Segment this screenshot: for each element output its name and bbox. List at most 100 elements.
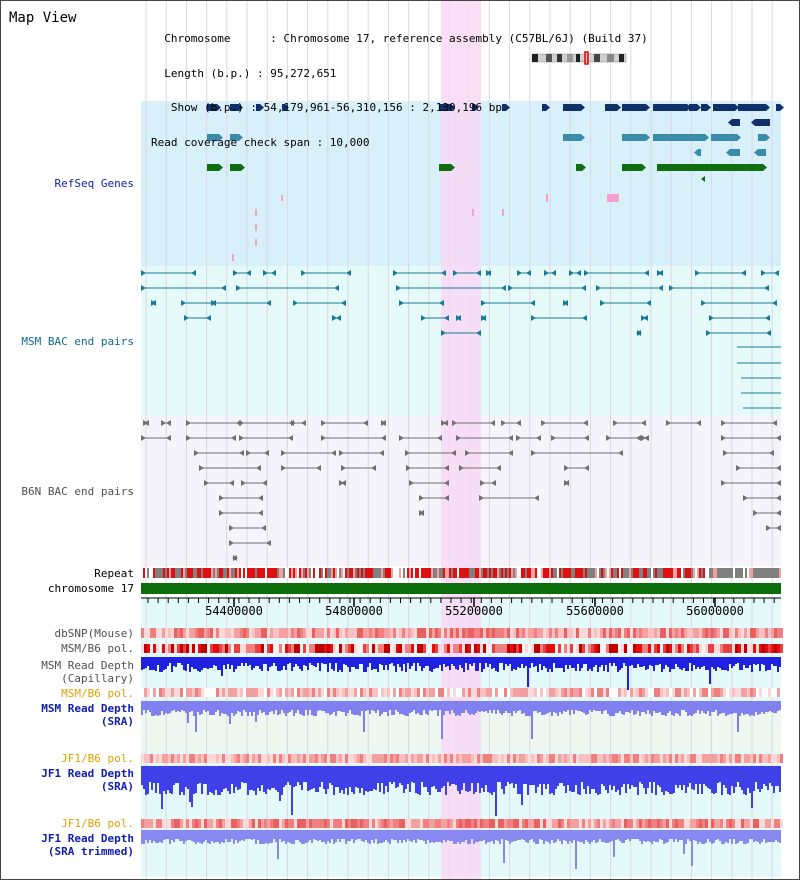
msm-sra-depth-bar (429, 701, 431, 710)
jf1-sra-depth-bar (765, 766, 767, 786)
jf1-b6-pol2-cell (756, 819, 759, 828)
repeat-segment (351, 568, 353, 578)
repeat-segment (609, 568, 611, 578)
jf1-trimmed-depth-bar (555, 830, 557, 842)
msm-b6-pol-cell (357, 644, 360, 653)
msm-b6-pol2-cell (648, 688, 651, 697)
jf1-trimmed-depth-bar (521, 830, 523, 839)
msm-b6-pol-cell (537, 644, 540, 653)
msm-b6-pol2-cell (486, 688, 489, 697)
repeat-segment (379, 568, 381, 578)
jf1-b6-pol2-cell (717, 819, 720, 828)
dbsnp-cell (705, 628, 708, 638)
jf1-b6-pol2-cell (528, 819, 531, 828)
msm-b6-pol2-cell (189, 688, 192, 697)
track-label-refseq-genes[interactable]: RefSeq Genes (54, 177, 134, 190)
jf1-trimmed-depth-bar (237, 830, 239, 843)
msm-sra-depth-bar (183, 701, 185, 711)
jf1-trimmed-depth-bar (267, 830, 269, 844)
repeat-segment (393, 568, 395, 578)
jf1-b6-pol-cell (342, 754, 345, 763)
msm-b6-pol-cell (291, 644, 294, 653)
msm-sra-depth-bar (541, 701, 543, 715)
msm-sra-depth-bar (211, 701, 213, 715)
jf1-sra-depth-bar (487, 766, 489, 792)
msm-sra-depth-bar (165, 701, 167, 713)
repeat-segment (413, 568, 415, 578)
repeat-segment (651, 568, 653, 578)
jf1-b6-pol-cell (273, 754, 276, 763)
msm-sra-depth-bar (769, 701, 771, 711)
jf1-sra-depth-bar (363, 766, 365, 795)
msm-bac-pair-end (501, 285, 506, 291)
repeat-segment (223, 568, 225, 578)
b6n-bac-pair-end (262, 480, 267, 486)
repeat-segment (159, 568, 161, 578)
repeat-segment (201, 568, 203, 578)
jf1-sra-depth-bar (515, 766, 517, 784)
jf1-b6-pol2-cell (390, 819, 393, 828)
jf1-sra-depth-bar (275, 766, 277, 790)
jf1-b6-pol2-cell (540, 819, 543, 828)
jf1-b6-pol-cell (735, 754, 738, 763)
dbsnp-cell (240, 628, 243, 638)
jf1-trimmed-depth-bar (473, 830, 475, 844)
msm-sra-depth-bar (651, 701, 653, 716)
jf1-trimmed-depth-bar (275, 830, 277, 842)
msm-b6-pol2-cell (678, 688, 681, 697)
jf1-sra-depth-bar (685, 766, 687, 793)
repeat-segment (543, 568, 545, 578)
msm-capillary-depth-bar (153, 657, 155, 670)
repeat-segment (211, 568, 213, 578)
msm-bac-pair-end (658, 270, 663, 276)
msm-sra-depth-bar (375, 701, 377, 713)
msm-b6-pol-cell (780, 644, 783, 653)
jf1-b6-pol-cell (573, 754, 576, 763)
jf1-sra-depth-bar (739, 766, 741, 787)
b6n-bac-pair-end (564, 480, 569, 486)
msm-sra-depth-bar (219, 701, 221, 716)
msm-b6-pol2-cell (666, 688, 669, 697)
jf1-trimmed-depth-bar (379, 830, 381, 843)
msm-b6-pol-cell (477, 644, 480, 653)
msm-capillary-depth-bar (691, 657, 693, 671)
msm-capillary-depth-bar (457, 657, 459, 670)
dbsnp-cell (330, 628, 333, 638)
msm-sra-depth-bar (253, 701, 255, 712)
repeat-segment (371, 568, 373, 578)
msm-b6-pol2-cell (468, 688, 471, 697)
jf1-sra-depth-bar (483, 766, 485, 792)
jf1-sra-depth-bar (325, 766, 327, 794)
msm-capillary-depth-bar (627, 657, 629, 690)
b6n-bac-pair-end (721, 435, 726, 441)
msm-sra-depth-bar (415, 701, 417, 714)
dbsnp-cell (492, 628, 495, 638)
jf1-b6-pol2-cell (261, 819, 264, 828)
jf1-b6-pol2-cell (543, 819, 546, 828)
jf1-b6-pol-cell (435, 754, 438, 763)
jf1-sra-depth-bar (309, 766, 311, 790)
track-label-b6n-bac[interactable]: B6N BAC end pairs (21, 485, 134, 498)
msm-capillary-depth-bar (731, 657, 733, 668)
jf1-sra-depth-bar (237, 766, 239, 790)
msm-bac-pair-end (439, 300, 444, 306)
msm-b6-pol2-cell (669, 688, 672, 697)
msm-capillary-depth-bar (633, 657, 635, 668)
gene-pink-feature (607, 194, 619, 202)
msm-b6-pol2-cell (396, 688, 399, 697)
repeat-segment (661, 568, 663, 578)
repeat-segment (199, 568, 201, 578)
b6n-bac-pair-end (264, 450, 269, 456)
msm-b6-pol2-cell (201, 688, 204, 697)
msm-b6-pol2-cell (660, 688, 663, 697)
msm-b6-pol-cell (174, 644, 177, 653)
track-label-msm-bac[interactable]: MSM BAC end pairs (21, 335, 134, 348)
jf1-trimmed-depth-bar (449, 830, 451, 841)
msm-b6-pol2-cell (384, 688, 387, 697)
jf1-b6-pol2-cell (375, 819, 378, 828)
jf1-b6-pol2-cell (777, 819, 780, 828)
dbsnp-cell (333, 628, 336, 638)
msm-b6-pol-cell (411, 644, 414, 653)
msm-b6-pol2-cell (348, 688, 351, 697)
map-view-title: Map View (9, 10, 77, 26)
